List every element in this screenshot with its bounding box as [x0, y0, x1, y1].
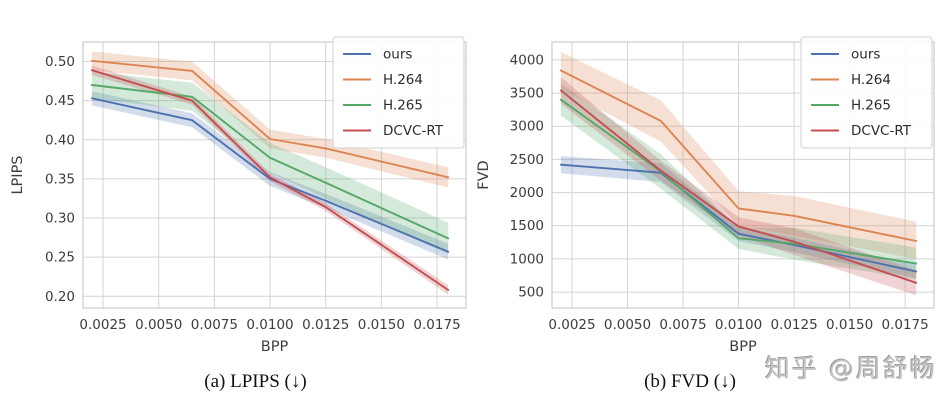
legend: [800, 36, 933, 149]
band-H.264: [560, 52, 917, 259]
y-tick-label: 0.25: [45, 250, 75, 266]
y-tick-label: 3500: [510, 86, 544, 102]
line-H.264: [90, 59, 450, 179]
legend: [332, 36, 465, 149]
band-ours: [91, 91, 449, 260]
x-tick-label: 0.0025: [79, 317, 126, 333]
x-axis-label: BPP: [261, 339, 289, 355]
x-tick-label: 0.0050: [135, 317, 182, 333]
y-tick-label: 1500: [510, 218, 544, 234]
band-H.265: [91, 71, 449, 254]
band-DCVC-RT: [91, 65, 449, 295]
caption-fvd: (b) FVD (↓): [644, 371, 736, 392]
y-tick-label: 1000: [510, 251, 544, 267]
lpips-chart: 0.0025 0.0050 0.0075 0.0100 0.0125 0.0150 0.01…: [10, 36, 467, 392]
y-tick-label: 500: [518, 285, 544, 301]
band-H.265: [560, 83, 917, 280]
legend-label-H.265: H.265: [383, 98, 423, 114]
band-DCVC-RT: [560, 77, 917, 296]
x-tick-label: 0.0175: [882, 317, 929, 333]
caption-lpips: (a) LPIPS (↓): [204, 371, 307, 392]
line-H.264: [559, 69, 918, 242]
x-tick-label: 0.0150: [826, 317, 873, 333]
x-tick-label: 0.0150: [358, 317, 405, 333]
y-tick-label: 0.40: [45, 132, 75, 148]
legend-label-DCVC-RT: DCVC-RT: [851, 123, 912, 139]
y-tick-label: 0.35: [45, 171, 75, 187]
plot-border: [551, 41, 935, 309]
x-axis-label: BPP: [729, 339, 757, 355]
y-tick-label: 4000: [510, 52, 544, 68]
x-tick-label: 0.0175: [413, 317, 460, 333]
legend-label-H.264: H.264: [851, 72, 891, 88]
line-ours: [90, 97, 450, 253]
y-axis-label: LPIPS: [10, 155, 26, 194]
y-tick-label: 0.30: [45, 211, 75, 227]
x-tick-label: 0.0125: [770, 317, 817, 333]
band-ours: [560, 156, 917, 279]
line-DCVC-RT: [90, 69, 450, 291]
legend-label-H.264: H.264: [383, 72, 423, 88]
watermark: 知乎 @周舒畅: [765, 354, 937, 383]
x-tick-label: 0.0075: [191, 317, 238, 333]
y-tick-label: 2500: [510, 152, 544, 168]
legend-label-ours: ours: [383, 47, 412, 63]
legend-label-ours: ours: [851, 47, 880, 63]
band-H.264: [91, 51, 449, 188]
line-H.265: [90, 84, 450, 240]
x-tick-label: 0.0100: [715, 317, 762, 333]
line-ours: [559, 163, 918, 273]
plot-border: [82, 41, 467, 309]
y-tick-label: 2000: [510, 185, 544, 201]
fvd-plot-canvas: 0.0025 0.0050 0.0075 0.0100 0.0125 0.0150 0.01…: [476, 36, 935, 355]
line-H.265: [559, 98, 918, 265]
y-tick-label: 3000: [510, 119, 544, 135]
lpips-plot-canvas: 0.0025 0.0050 0.0075 0.0100 0.0125 0.0150 0.01…: [10, 36, 467, 355]
legend-label-H.265: H.265: [851, 98, 891, 114]
y-tick-label: 0.45: [45, 93, 75, 109]
x-tick-label: 0.0125: [302, 317, 349, 333]
x-tick-label: 0.0075: [659, 317, 706, 333]
line-DCVC-RT: [559, 89, 918, 284]
x-tick-label: 0.0025: [548, 317, 595, 333]
x-tick-label: 0.0050: [604, 317, 651, 333]
y-axis-label: FVD: [476, 160, 492, 189]
y-tick-label: 0.20: [45, 289, 75, 305]
fvd-chart: 0.0025 0.0050 0.0075 0.0100 0.0125 0.0150 0.01…: [475, 0, 949, 404]
legend-label-DCVC-RT: DCVC-RT: [383, 123, 444, 139]
x-tick-label: 0.0100: [246, 317, 293, 333]
y-tick-label: 0.50: [45, 54, 75, 70]
